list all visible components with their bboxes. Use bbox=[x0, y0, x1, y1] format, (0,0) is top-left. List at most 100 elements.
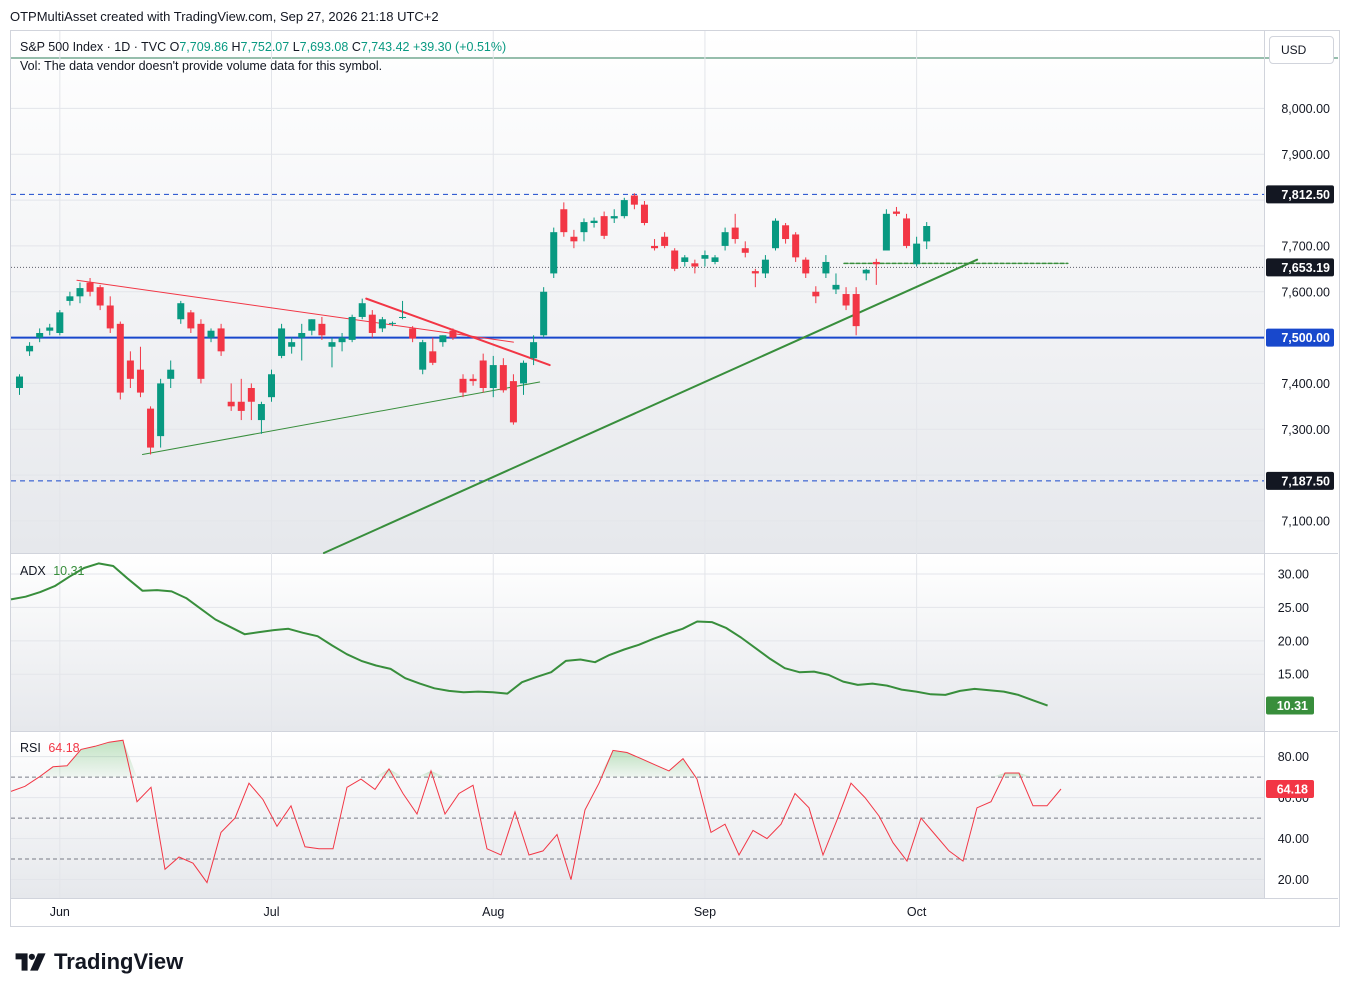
candle-body bbox=[177, 303, 185, 320]
symbol-name[interactable]: S&P 500 Index · 1D · TVC bbox=[20, 40, 167, 54]
candle-body bbox=[913, 243, 921, 265]
candle bbox=[892, 206, 900, 217]
candle bbox=[86, 278, 94, 297]
rsi-value: 64.18 bbox=[48, 741, 80, 755]
price-badge: 7,653.19 bbox=[1266, 258, 1334, 277]
candle-body bbox=[56, 312, 64, 333]
candle bbox=[913, 236, 921, 267]
trendline bbox=[365, 297, 551, 367]
candle bbox=[106, 296, 114, 333]
candle-body bbox=[852, 294, 860, 327]
price-badge-label: 7,187.50 bbox=[1281, 474, 1330, 488]
candle bbox=[671, 248, 679, 272]
candle-body bbox=[721, 232, 729, 246]
candle bbox=[661, 232, 669, 249]
candle-body bbox=[661, 236, 669, 246]
rsi-overbought-fill bbox=[39, 740, 137, 778]
candle bbox=[449, 328, 457, 340]
candle bbox=[721, 227, 729, 251]
candle-body bbox=[66, 296, 74, 301]
price-tick-label: 7,600.00 bbox=[1281, 285, 1330, 299]
rsi-legend[interactable]: RSI 64.18 bbox=[20, 741, 80, 755]
candle-body bbox=[217, 328, 225, 352]
candle bbox=[640, 201, 648, 226]
price-badge: 7,812.50 bbox=[1266, 185, 1334, 204]
candle-body bbox=[761, 259, 769, 274]
candle-body bbox=[136, 369, 144, 393]
candle bbox=[479, 353, 487, 393]
candle bbox=[207, 328, 215, 343]
candle bbox=[409, 326, 417, 343]
candle bbox=[550, 227, 558, 278]
price-badge: 7,500.00 bbox=[1266, 328, 1334, 347]
candle bbox=[520, 360, 527, 395]
high-label: H bbox=[231, 40, 241, 54]
candle bbox=[237, 378, 245, 421]
price-tick-label: 8,000.00 bbox=[1281, 102, 1330, 116]
candle bbox=[590, 217, 598, 228]
candle-body bbox=[187, 312, 195, 329]
chart-frame bbox=[10, 30, 1340, 927]
rsi-value-badge-label: 64.18 bbox=[1277, 783, 1308, 797]
candle bbox=[651, 239, 659, 251]
time-tick-label: Oct bbox=[907, 905, 927, 919]
candle-body bbox=[298, 333, 306, 338]
candle-body bbox=[197, 323, 205, 379]
adx-legend[interactable]: ADX 10.31 bbox=[20, 564, 84, 578]
candle-body bbox=[479, 360, 487, 388]
candle bbox=[812, 286, 820, 304]
candle-body bbox=[16, 376, 23, 388]
candle bbox=[459, 374, 467, 398]
candle bbox=[509, 374, 517, 425]
candle-body bbox=[358, 303, 366, 317]
candle-body bbox=[26, 345, 34, 352]
candle bbox=[429, 337, 437, 366]
trendline bbox=[76, 279, 514, 343]
candle bbox=[610, 209, 618, 223]
tradingview-brand[interactable]: TradingView bbox=[14, 948, 183, 976]
candle-body bbox=[640, 204, 648, 223]
candle bbox=[570, 229, 578, 249]
candle-body bbox=[832, 284, 840, 290]
candle-body bbox=[872, 261, 880, 265]
candle bbox=[751, 268, 759, 288]
candle-body bbox=[822, 261, 830, 274]
time-tick-label: Jun bbox=[50, 905, 70, 919]
candle bbox=[16, 374, 23, 395]
candle-body bbox=[36, 333, 44, 338]
candle-body bbox=[96, 287, 104, 306]
adx-label: ADX bbox=[20, 564, 46, 578]
candle-body bbox=[237, 401, 245, 411]
rsi-value-badge bbox=[1266, 780, 1314, 799]
candle bbox=[126, 351, 134, 388]
candle bbox=[348, 314, 356, 343]
candle-body bbox=[116, 323, 124, 393]
candle bbox=[600, 211, 608, 240]
candle bbox=[489, 355, 497, 398]
candle bbox=[419, 339, 427, 375]
candle-body bbox=[288, 342, 296, 347]
adx-pane-background bbox=[11, 554, 1264, 731]
rsi-overbought-fill bbox=[375, 768, 403, 778]
candle-body bbox=[409, 328, 417, 339]
currency-selector[interactable]: USD bbox=[1269, 36, 1334, 64]
candle-body bbox=[731, 227, 739, 240]
price-tick-label: 7,700.00 bbox=[1281, 239, 1330, 253]
candle-body bbox=[257, 404, 265, 421]
candle bbox=[66, 291, 74, 306]
candle-body bbox=[439, 335, 447, 343]
candle-body bbox=[681, 257, 689, 262]
candle bbox=[76, 282, 84, 304]
candle bbox=[298, 323, 306, 361]
price-tick-label: 7,300.00 bbox=[1281, 423, 1330, 437]
price-badge-label: 7,653.19 bbox=[1281, 261, 1330, 275]
candle bbox=[318, 316, 326, 340]
candle-body bbox=[751, 271, 759, 274]
candle-body bbox=[792, 234, 800, 258]
candle bbox=[701, 250, 709, 267]
candle bbox=[116, 321, 124, 400]
candle bbox=[630, 193, 638, 210]
candle-body bbox=[671, 250, 679, 269]
adx-value-badge bbox=[1266, 696, 1314, 715]
